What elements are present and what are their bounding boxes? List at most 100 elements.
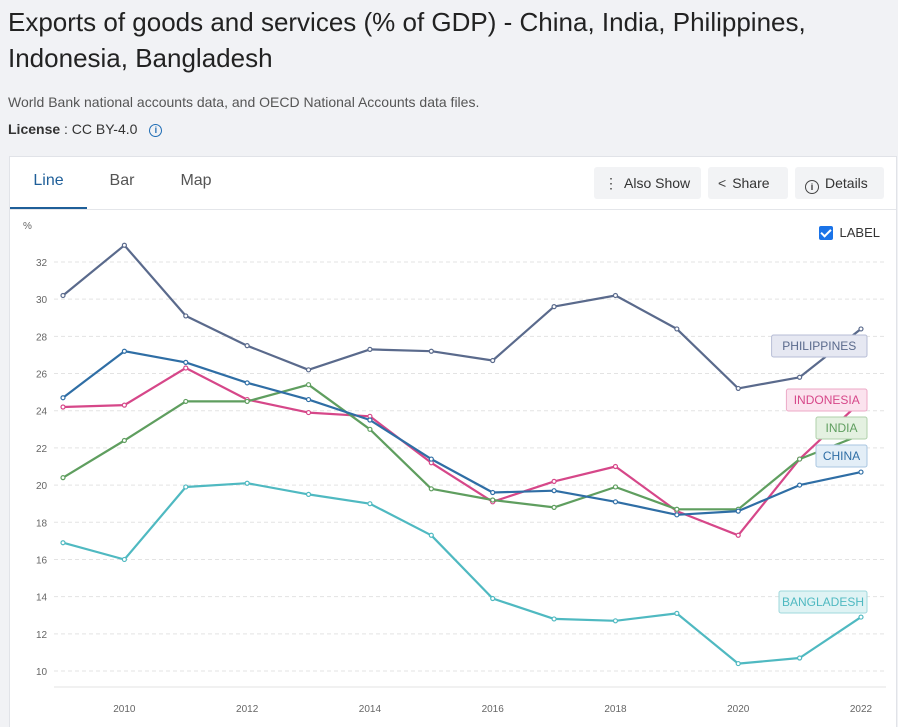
x-tick-label: 2010 — [113, 704, 136, 715]
data-point-philippines — [735, 385, 741, 392]
y-tick-label: 20 — [36, 481, 48, 492]
y-tick-label: 16 — [36, 555, 48, 566]
series-line-china — [62, 350, 862, 516]
license-line: License : CC BY-4.0 i — [8, 121, 163, 137]
series-line-bangladesh — [62, 482, 862, 665]
data-point-china — [858, 469, 864, 475]
x-tick-label: 2016 — [482, 704, 505, 715]
series-label-box-india — [815, 416, 868, 440]
series-line-indonesia — [62, 366, 862, 537]
more-vertical-icon: ⋮ — [604, 175, 618, 191]
data-point-india — [797, 456, 803, 462]
also-show-button[interactable]: ⋮ Also Show — [594, 167, 701, 199]
data-point-philippines — [428, 348, 434, 354]
data-point-philippines — [367, 346, 373, 352]
y-tick-label: 18 — [36, 518, 48, 529]
data-point-india — [674, 506, 680, 512]
data-point-philippines — [244, 343, 250, 349]
data-point-indonesia — [551, 478, 557, 484]
data-point-china — [305, 396, 312, 403]
series-label-bangladesh: BANGLADESH — [782, 595, 864, 609]
data-point-philippines — [60, 292, 66, 299]
data-point-india — [244, 398, 250, 405]
share-button[interactable]: < Share — [708, 167, 788, 199]
data-point-china — [797, 482, 803, 488]
series-label-box-philippines — [771, 334, 868, 358]
data-point-india — [367, 426, 373, 432]
label-toggle[interactable]: LABEL — [818, 225, 880, 240]
data-point-philippines — [674, 326, 680, 332]
data-point-china — [612, 499, 619, 505]
x-tick-label: 2022 — [850, 704, 873, 715]
data-point-china — [551, 488, 557, 494]
data-point-bangladesh — [797, 655, 803, 661]
data-point-bangladesh — [490, 595, 496, 602]
source-text: World Bank national accounts data, and O… — [8, 94, 480, 110]
data-point-india — [183, 398, 189, 405]
tab-line[interactable]: Line — [10, 157, 87, 209]
y-tick-label: 22 — [36, 444, 48, 455]
label-checkbox[interactable] — [818, 225, 833, 240]
data-point-china — [183, 359, 189, 365]
data-point-indonesia — [305, 409, 312, 416]
data-point-philippines — [121, 242, 127, 248]
y-tick-label: 26 — [36, 370, 48, 381]
x-tick-label: 2020 — [727, 704, 750, 715]
data-point-philippines — [490, 357, 496, 364]
series-label-box-indonesia — [785, 388, 868, 412]
license-value: : CC BY-4.0 — [64, 121, 138, 137]
tab-bar[interactable]: Bar — [109, 172, 135, 189]
info-circle-icon: i — [805, 180, 819, 194]
data-point-china — [121, 348, 127, 354]
data-point-bangladesh — [735, 660, 741, 667]
series-label-box-china — [815, 444, 868, 468]
data-point-bangladesh — [183, 484, 189, 490]
data-point-philippines — [858, 326, 864, 332]
data-point-china — [60, 395, 66, 401]
data-point-bangladesh — [674, 610, 680, 616]
data-point-india — [121, 437, 127, 444]
data-point-bangladesh — [612, 618, 619, 624]
x-tick-label: 2018 — [604, 704, 627, 715]
data-point-china — [244, 380, 250, 386]
data-point-philippines — [305, 367, 312, 373]
data-point-bangladesh — [858, 614, 864, 620]
license-label: License — [8, 121, 61, 137]
data-point-indonesia — [121, 402, 127, 408]
data-point-bangladesh — [428, 532, 434, 538]
share-label: Share — [732, 175, 770, 191]
label-toggle-text: LABEL — [839, 225, 880, 240]
details-label: Details — [825, 175, 868, 191]
chart-tabs: Line Bar Map ⋮ Also Show < Share i Details — [10, 157, 896, 210]
info-icon[interactable]: i — [149, 124, 163, 137]
y-tick-label: 28 — [36, 332, 48, 343]
data-point-india — [428, 486, 434, 492]
y-tick-label: 32 — [36, 258, 48, 269]
data-point-indonesia — [612, 463, 619, 470]
data-point-china — [428, 456, 434, 462]
data-point-indonesia — [735, 532, 741, 538]
data-point-bangladesh — [60, 540, 66, 546]
data-point-philippines — [612, 292, 619, 299]
y-tick-label: 30 — [36, 295, 48, 306]
details-button[interactable]: i Details — [795, 167, 884, 199]
data-point-china — [490, 489, 496, 496]
data-point-bangladesh — [367, 501, 373, 507]
y-tick-label: 12 — [36, 630, 48, 641]
chart-card: Line Bar Map ⋮ Also Show < Share i Details … — [9, 156, 897, 727]
share-icon: < — [718, 175, 727, 191]
data-point-india — [551, 504, 557, 510]
series-label-china: CHINA — [823, 449, 860, 463]
y-tick-label: 14 — [36, 593, 48, 604]
series-label-box-bangladesh — [778, 590, 868, 614]
data-point-china — [735, 508, 741, 514]
data-point-bangladesh — [551, 616, 557, 622]
tab-map[interactable]: Map — [180, 172, 212, 189]
data-point-philippines — [551, 304, 557, 310]
page-title: Exports of goods and services (% of GDP)… — [8, 7, 806, 73]
series-label-india: INDIA — [825, 421, 857, 435]
x-tick-label: 2012 — [236, 704, 259, 715]
data-point-india — [305, 382, 312, 388]
series-line-india — [62, 383, 862, 511]
